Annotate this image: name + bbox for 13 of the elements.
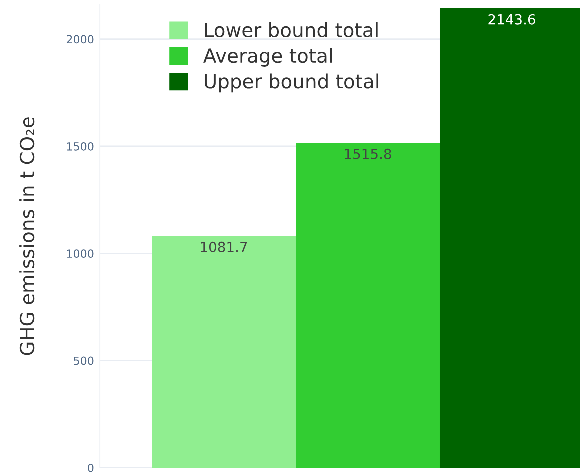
data-label: 1081.7	[201, 242, 248, 252]
y-tick-label: 1000	[67, 250, 94, 258]
y-tick-label: 500	[74, 356, 94, 366]
bar	[152, 236, 296, 468]
data-label: 2143.6	[488, 14, 536, 25]
legend-label: Average total	[204, 48, 332, 67]
y-axis-title: GHG emissions in t CO₂e	[20, 118, 35, 356]
y-tick-label: 2000	[66, 35, 94, 44]
legend-label: Upper bound total	[205, 74, 378, 93]
data-label: 1515.8	[345, 148, 392, 160]
y-tick-label: 1500	[67, 142, 94, 151]
y-tick-label: 0	[88, 464, 94, 472]
legend-label: Lower bound total	[205, 22, 378, 38]
